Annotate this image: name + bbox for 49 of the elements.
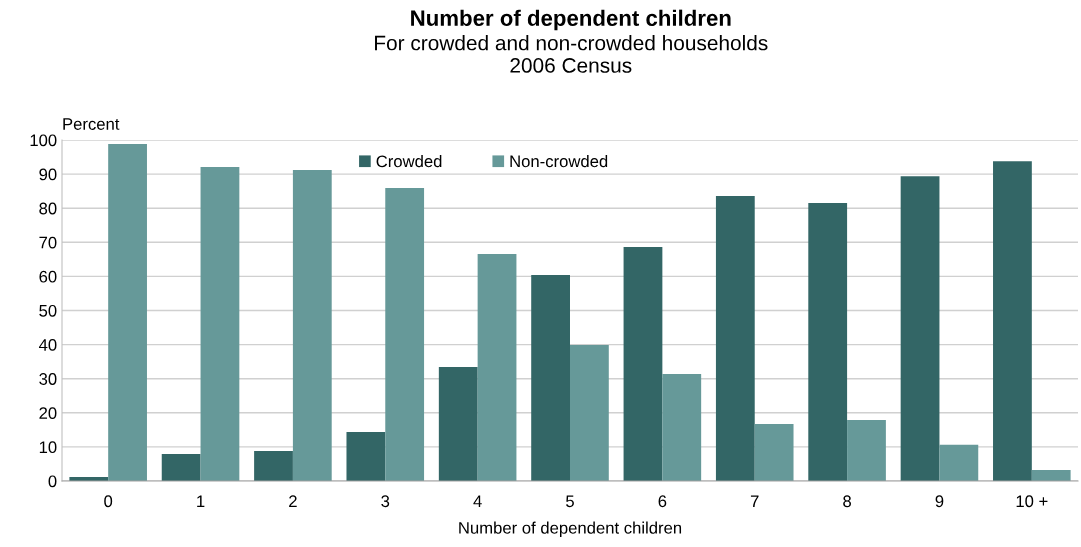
bar (900, 176, 940, 481)
bar (570, 344, 609, 481)
y-tick-label: 70 (39, 236, 57, 249)
legend-label: Non-crowded (510, 155, 608, 168)
bar (531, 275, 570, 481)
x-tick-label: 9 (935, 495, 944, 508)
bar (438, 367, 478, 481)
bar (847, 419, 886, 481)
x-tick-label: 8 (843, 495, 851, 508)
x-tick-label: 10 + (1016, 495, 1048, 508)
x-tick-label: 4 (473, 495, 482, 507)
x-tick-label: 3 (381, 495, 390, 508)
bar (623, 247, 663, 481)
bar (662, 373, 702, 481)
bar (161, 454, 201, 481)
bar (715, 195, 755, 481)
x-tick-label: 5 (566, 495, 574, 508)
bar (939, 444, 979, 481)
y-tick-label: 90 (39, 168, 57, 181)
bar (292, 170, 332, 481)
bar (108, 144, 147, 481)
bar (385, 188, 425, 481)
y-tick-label: 30 (39, 373, 57, 385)
bar (993, 161, 1032, 481)
bar (200, 166, 240, 481)
y-axis-title: Percent (63, 118, 120, 130)
y-tick-label: 10 (39, 441, 57, 454)
x-tick-label: 0 (104, 495, 113, 508)
y-tick-label: 20 (39, 407, 57, 419)
y-tick-label: 40 (38, 339, 57, 351)
legend-label: Crowded (376, 155, 442, 168)
bar (754, 424, 794, 481)
bar (254, 450, 293, 481)
bar (477, 253, 517, 481)
bar (808, 203, 848, 481)
chart-title: Number of dependent children (411, 9, 731, 31)
chart-subtitle: For crowded and non-crowded households 2006 Census (375, 35, 768, 73)
y-tick-label: 100 (30, 134, 57, 147)
x-tick-label: 2 (289, 495, 297, 507)
y-tick-label: 0 (48, 475, 57, 488)
y-tick-label: 80 (39, 202, 57, 215)
x-axis-title: Number of dependent children (459, 521, 682, 538)
bar (1031, 470, 1071, 481)
x-tick-label: 7 (750, 495, 759, 507)
y-tick-label: 60 (39, 270, 57, 283)
y-tick-label: 50 (39, 304, 57, 317)
x-tick-label: 1 (197, 495, 205, 507)
x-tick-label: 6 (658, 495, 667, 508)
bar (346, 431, 386, 481)
